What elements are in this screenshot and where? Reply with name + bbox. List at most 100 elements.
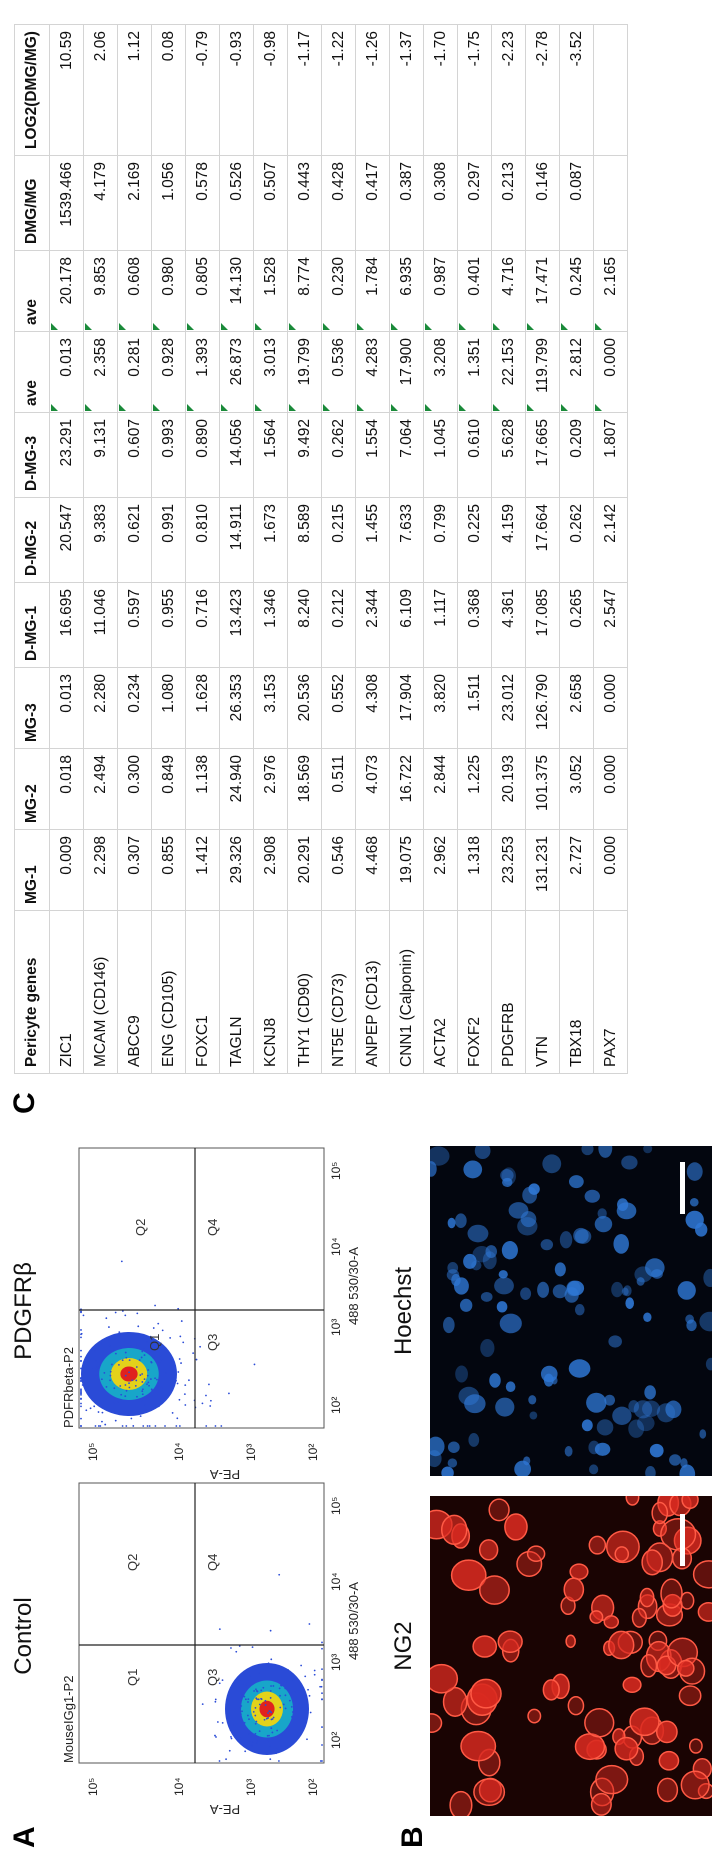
event-dot	[308, 1623, 311, 1625]
value-cell: 0.810	[185, 497, 220, 583]
value-cell: 1.784	[355, 250, 390, 332]
event-dot	[141, 1400, 144, 1403]
event-dot	[231, 1686, 234, 1689]
event-dot	[255, 1688, 257, 1691]
cell	[528, 1395, 537, 1405]
cell	[590, 1792, 612, 1816]
cell	[449, 1790, 473, 1816]
ng2-micrograph	[430, 1496, 712, 1816]
event-dot	[95, 1374, 98, 1376]
event-dot	[250, 1744, 253, 1746]
event-dot	[230, 1737, 233, 1740]
cell	[523, 1456, 531, 1466]
cell	[642, 1400, 661, 1417]
table-row: KCNJ8 2.908 2.976 3.153 1.346 1.673 1.564 3.013…	[253, 24, 288, 1074]
event-dot	[271, 1731, 274, 1734]
value-cell: 4.716	[491, 250, 526, 332]
event-dot	[271, 1738, 274, 1741]
value-cell: 1.12	[117, 24, 152, 156]
cell	[688, 1738, 703, 1754]
cell	[430, 1663, 459, 1694]
event-dot	[284, 1680, 287, 1683]
value-cell: 24.940	[219, 748, 254, 830]
control-y-tick-2: 10²	[306, 1779, 320, 1796]
event-dot	[321, 1744, 323, 1746]
value-cell: 29.326	[219, 829, 254, 911]
cell	[460, 1730, 497, 1762]
value-cell: 1539.466	[49, 155, 84, 251]
event-dot	[80, 1402, 82, 1405]
event-dot	[238, 1734, 241, 1737]
hoechst-scale-bar	[680, 1162, 685, 1214]
value-cell: 3.820	[423, 667, 458, 749]
table-row: TAGLN 29.326 24.940 26.353 13.423 14.911 14.05…	[219, 24, 254, 1074]
value-cell: 2.908	[253, 829, 288, 911]
cell	[440, 1514, 468, 1545]
event-dot	[179, 1335, 182, 1338]
event-dot	[80, 1393, 82, 1396]
event-dot	[143, 1354, 146, 1356]
value-cell: 0.368	[457, 582, 492, 668]
event-dot	[233, 1723, 235, 1726]
cell	[443, 1316, 455, 1334]
event-dot	[132, 1425, 135, 1427]
event-dot	[280, 1684, 282, 1687]
gene-name-cell: TBX18	[559, 910, 594, 1074]
gene-name-cell: CNN1 (Calponin)	[389, 910, 424, 1074]
value-cell: 0.536	[321, 331, 356, 413]
event-dot	[286, 1680, 288, 1683]
cell	[501, 1241, 518, 1260]
event-dot	[313, 1669, 316, 1672]
value-cell: 1.554	[355, 412, 390, 498]
event-dot	[267, 1712, 269, 1714]
event-dot	[269, 1745, 272, 1747]
table-row: PDGFRB 23.253 20.193 23.012 4.361 4.159 5.628 2…	[491, 24, 526, 1074]
cell	[480, 1291, 493, 1302]
event-dot	[121, 1413, 124, 1416]
event-dot	[214, 1698, 217, 1701]
event-dot	[290, 1716, 293, 1718]
cell	[463, 1253, 477, 1269]
event-dot	[165, 1371, 167, 1374]
value-cell: 0.300	[117, 748, 152, 830]
event-dot	[130, 1345, 133, 1347]
value-cell: 1.117	[423, 582, 458, 668]
pdgfrb-quadrant-q3: Q3	[205, 1334, 220, 1351]
value-cell: 4.361	[491, 582, 526, 668]
value-cell: 119.799	[525, 331, 560, 413]
value-cell: 20.536	[287, 667, 322, 749]
cell	[660, 1517, 697, 1551]
event-dot	[256, 1698, 258, 1701]
pdgfrb-x-tick-4: 10⁴	[329, 1237, 343, 1256]
cell	[497, 1630, 523, 1654]
value-cell: 0.928	[151, 331, 186, 413]
event-dot	[164, 1425, 166, 1427]
event-dot	[102, 1353, 105, 1356]
event-dot	[95, 1368, 98, 1370]
gene-name-cell: PDGFRB	[491, 910, 526, 1074]
cell	[652, 1520, 668, 1537]
event-dot	[175, 1425, 178, 1427]
event-dot	[300, 1706, 303, 1709]
value-cell: 0.607	[117, 412, 152, 498]
cell	[604, 1394, 616, 1406]
control-quadrant-q3: Q3	[205, 1669, 220, 1686]
hoechst-micrograph	[430, 1146, 712, 1476]
pdgfrb-x-tick-2: 10²	[329, 1397, 343, 1414]
cell	[473, 1778, 506, 1807]
cell	[677, 1281, 696, 1300]
value-cell: 0.146	[525, 155, 560, 251]
value-cell: 1.628	[185, 667, 220, 749]
event-dot	[80, 1417, 82, 1420]
column-header: ave	[14, 331, 50, 413]
value-cell: 17.471	[525, 250, 560, 332]
event-dot	[260, 1689, 263, 1692]
event-dot	[123, 1339, 126, 1342]
event-dot	[267, 1662, 270, 1665]
event-dot	[103, 1371, 106, 1374]
cell	[633, 1400, 653, 1419]
value-cell: 4.308	[355, 667, 390, 749]
cell	[495, 1397, 515, 1417]
value-cell: 1.511	[457, 667, 492, 749]
event-dot	[161, 1329, 164, 1332]
